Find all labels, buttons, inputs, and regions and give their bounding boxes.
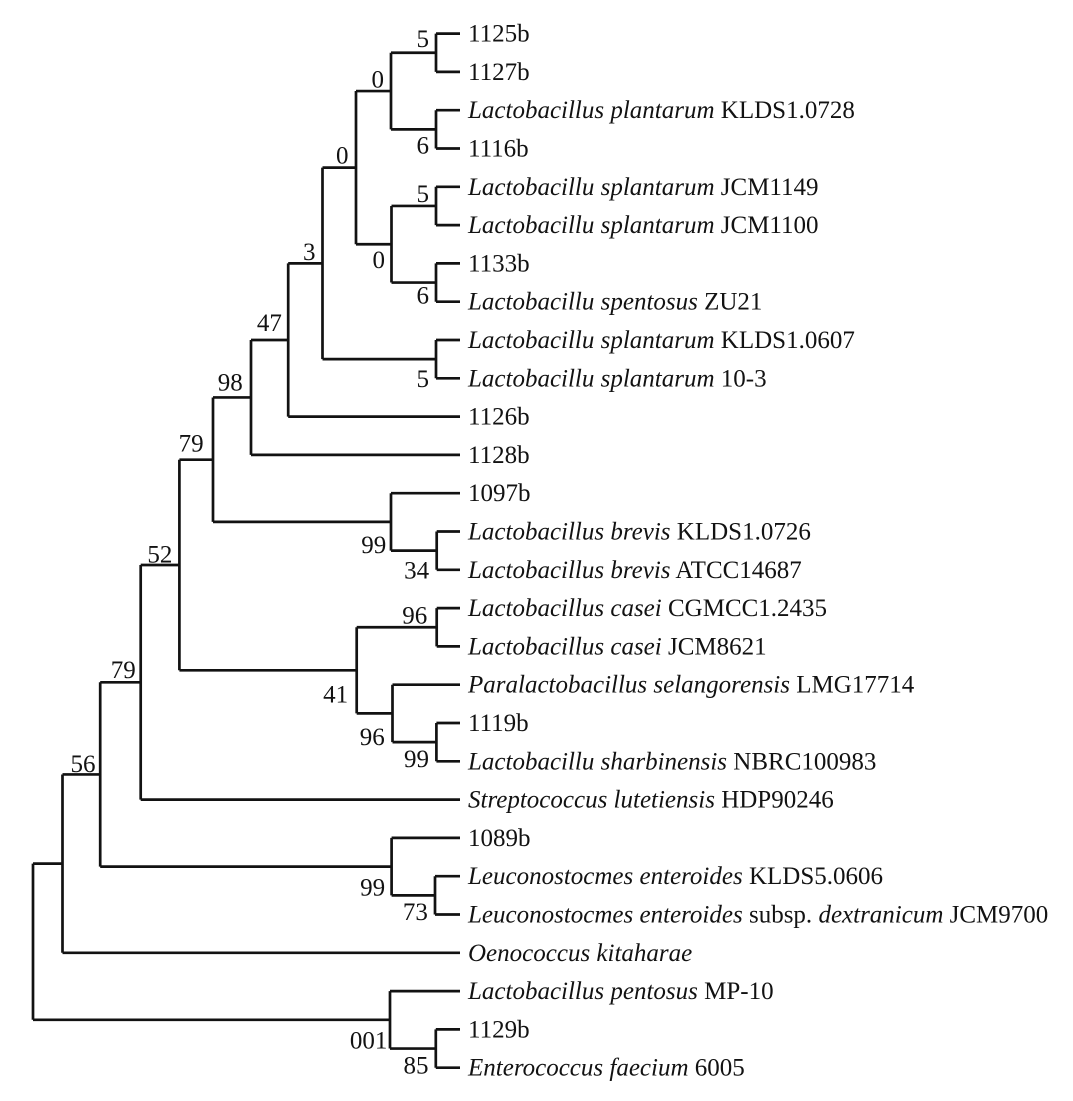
svg-text:96: 96: [402, 602, 427, 629]
svg-text:Lactobacillu splantarum JCM110: Lactobacillu splantarum JCM1100: [467, 212, 819, 239]
svg-text:98: 98: [218, 370, 243, 397]
svg-text:52: 52: [147, 541, 172, 568]
svg-text:1097b: 1097b: [468, 480, 531, 507]
svg-text:Lactobacillus plantarum KLDS1.: Lactobacillus plantarum KLDS1.0728: [467, 97, 855, 124]
svg-text:1119b: 1119b: [468, 710, 529, 737]
svg-text:001: 001: [350, 1028, 388, 1055]
svg-text:Lactobacillu sharbinensis NBRC: Lactobacillu sharbinensis NBRC100983: [467, 748, 876, 775]
svg-text:99: 99: [404, 746, 429, 773]
svg-text:1089b: 1089b: [468, 825, 531, 852]
svg-text:Lactobacillus casei CGMCC1.243: Lactobacillus casei CGMCC1.2435: [467, 595, 827, 622]
svg-text:6: 6: [417, 283, 430, 310]
svg-text:85: 85: [404, 1053, 429, 1080]
svg-text:79: 79: [179, 431, 204, 458]
svg-text:99: 99: [360, 875, 385, 902]
svg-text:41: 41: [323, 682, 348, 709]
svg-text:56: 56: [71, 751, 96, 778]
svg-text:Lactobacillu splantarum 10-3: Lactobacillu splantarum 10-3: [467, 365, 767, 392]
svg-text:Lactobacillu splantarum JCM114: Lactobacillu splantarum JCM1149: [467, 174, 819, 201]
svg-text:0: 0: [372, 66, 385, 93]
svg-text:34: 34: [404, 558, 430, 585]
svg-text:Paralactobacillus selangorensi: Paralactobacillus selangorensis LMG17714: [467, 672, 915, 699]
svg-text:Lactobacillus brevis ATCC14687: Lactobacillus brevis ATCC14687: [467, 557, 802, 584]
svg-text:Lactobacillu spentosus ZU21: Lactobacillu spentosus ZU21: [467, 289, 762, 316]
svg-text:1128b: 1128b: [468, 442, 530, 469]
svg-text:Lactobacillus brevis KLDS1.072: Lactobacillus brevis KLDS1.0726: [467, 519, 811, 546]
svg-text:47: 47: [257, 310, 282, 337]
svg-text:1116b: 1116b: [468, 136, 529, 163]
svg-text:0: 0: [336, 143, 349, 170]
svg-text:Lactobacillus casei JCM8621: Lactobacillus casei JCM8621: [467, 633, 767, 660]
svg-text:Leuconostocmes enteroides KLDS: Leuconostocmes enteroides KLDS5.0606: [467, 863, 883, 890]
svg-text:73: 73: [403, 899, 428, 926]
svg-text:79: 79: [111, 657, 136, 684]
svg-text:1133b: 1133b: [468, 250, 530, 277]
svg-text:6: 6: [417, 133, 430, 160]
svg-text:1125b: 1125b: [468, 21, 530, 48]
svg-text:Oenococcus kitaharae: Oenococcus kitaharae: [468, 940, 692, 967]
svg-text:5: 5: [417, 366, 430, 393]
svg-text:1126b: 1126b: [468, 404, 530, 431]
svg-text:Lactobacillus pentosus MP-10: Lactobacillus pentosus MP-10: [467, 978, 774, 1005]
svg-text:Enterococcus faecium 6005: Enterococcus faecium 6005: [467, 1055, 745, 1082]
svg-text:1127b: 1127b: [468, 59, 530, 86]
svg-text:3: 3: [303, 239, 316, 266]
svg-text:1129b: 1129b: [468, 1016, 530, 1043]
svg-text:Lactobacillu splantarum KLDS1.: Lactobacillu splantarum KLDS1.0607: [467, 327, 855, 354]
svg-text:0: 0: [373, 247, 386, 274]
svg-text:5: 5: [417, 181, 430, 208]
svg-text:96: 96: [360, 724, 385, 751]
svg-text:5: 5: [417, 26, 430, 53]
svg-text:Streptococcus lutetiensis HDP9: Streptococcus lutetiensis HDP90246: [468, 787, 834, 814]
svg-text:Leuconostocmes enteroides subs: Leuconostocmes enteroides subsp. dextran…: [467, 902, 1048, 929]
svg-text:99: 99: [361, 532, 386, 559]
